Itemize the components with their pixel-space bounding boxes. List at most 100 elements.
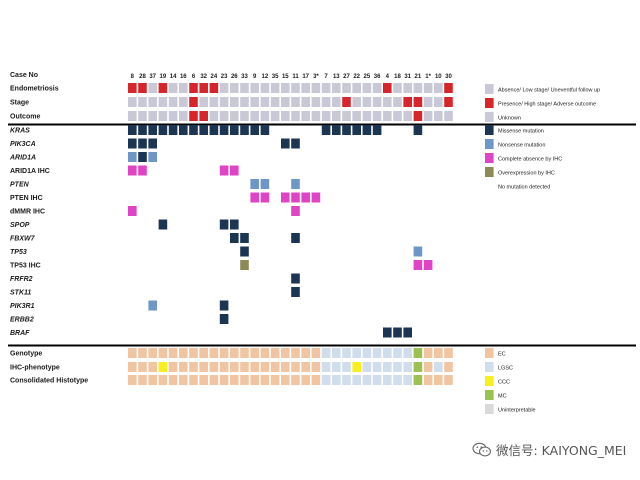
clinical-cell-stage-19 bbox=[158, 97, 168, 107]
histotype-cell-consolidated-histotype-22 bbox=[352, 375, 361, 385]
case-label-13: 13 bbox=[333, 74, 340, 80]
histotype-cell-ihc-phenotype-3star bbox=[311, 362, 321, 372]
histotype-cell-consolidated-histotype-31 bbox=[403, 375, 412, 385]
case-header-label: Case No bbox=[10, 72, 38, 79]
histotype-cell-consolidated-histotype-9 bbox=[250, 375, 259, 385]
gene-cell-arid1a-ihc-23 bbox=[219, 165, 229, 176]
histotype-cell-consolidated-histotype-12 bbox=[260, 375, 270, 385]
clinical-cell-outcome-31 bbox=[403, 111, 412, 121]
histotype-cell-ihc-phenotype-18 bbox=[393, 362, 402, 372]
gene-label-arid1a-ihc: ARID1A IHC bbox=[10, 168, 50, 175]
histotype-cell-genotype-32 bbox=[199, 348, 208, 358]
clinical-cell-outcome-24 bbox=[209, 111, 219, 121]
clinical-cell-outcome-32 bbox=[199, 111, 208, 121]
wechat-icon bbox=[472, 442, 492, 456]
legend-label-gene-missense-mutation: Missense mutation bbox=[498, 129, 544, 135]
clinical-cell-outcome-4 bbox=[383, 111, 392, 121]
legend-label-clinical-presence-high-stage-adverse-outcome: Presence/ High stage/ Adverse outcome bbox=[498, 102, 596, 108]
clinical-cell-outcome-22 bbox=[352, 111, 361, 121]
histotype-cell-genotype-10 bbox=[434, 348, 443, 358]
histotype-cell-genotype-14 bbox=[168, 348, 178, 358]
histotype-cell-consolidated-histotype-15 bbox=[281, 375, 290, 385]
gene-cell-tp53-ihc-21 bbox=[413, 260, 423, 270]
histotype-cell-genotype-35 bbox=[270, 348, 280, 358]
clinical-cell-endometriosis-11 bbox=[291, 83, 300, 93]
legend-swatch-histotype-uninterpretable bbox=[485, 404, 494, 414]
gene-label-tp53: TP53 bbox=[10, 249, 27, 256]
histotype-cell-genotype-15 bbox=[281, 348, 290, 358]
clinical-cell-stage-12 bbox=[260, 97, 270, 107]
clinical-cell-endometriosis-24 bbox=[209, 83, 219, 93]
clinical-cell-outcome-12 bbox=[260, 111, 270, 121]
histotype-cell-genotype-31 bbox=[403, 348, 412, 358]
clinical-cell-endometriosis-15 bbox=[281, 83, 290, 93]
gene-cell-arid1a-ihc-28 bbox=[138, 165, 147, 176]
case-label-7: 7 bbox=[324, 74, 328, 80]
histotype-cell-consolidated-histotype-28 bbox=[138, 375, 147, 385]
gene-cell-arid1a-8 bbox=[128, 152, 137, 162]
histotype-cell-genotype-24 bbox=[209, 348, 219, 358]
clinical-cell-endometriosis-7 bbox=[321, 83, 331, 93]
gene-cell-spop-23 bbox=[219, 219, 229, 230]
gene-cell-pik3ca-37 bbox=[148, 138, 157, 149]
clinical-cell-stage-1star bbox=[423, 97, 433, 107]
gene-cell-tp53-ihc-1star bbox=[423, 260, 433, 270]
case-label-15: 15 bbox=[282, 74, 289, 80]
clinical-label-outcome: Outcome bbox=[10, 114, 40, 121]
gene-label-pik3ca: PIK3CA bbox=[10, 141, 36, 148]
histotype-cell-ihc-phenotype-10 bbox=[434, 362, 443, 372]
legend-label-gene-overexpression-by-ihc: Overexpression by IHC bbox=[498, 171, 555, 177]
clinical-cell-outcome-8 bbox=[128, 111, 137, 121]
clinical-cell-stage-37 bbox=[148, 97, 157, 107]
histotype-cell-consolidated-histotype-10 bbox=[434, 375, 443, 385]
clinical-cell-stage-17 bbox=[301, 97, 310, 107]
legend-swatch-gene-nonsense-mutation bbox=[485, 139, 494, 149]
gene-cell-pten-ihc-17 bbox=[301, 192, 310, 203]
clinical-cell-endometriosis-21 bbox=[413, 83, 423, 93]
histotype-cell-ihc-phenotype-7 bbox=[321, 362, 331, 372]
gene-cell-erbb2-23 bbox=[219, 314, 229, 324]
clinical-label-endometriosis: Endometriosis bbox=[10, 86, 59, 93]
histotype-cell-ihc-phenotype-12 bbox=[260, 362, 270, 372]
histotype-label-ihc-phenotype: IHC-phenotype bbox=[10, 365, 60, 372]
watermark: 微信号: KAIYONG_MEI bbox=[472, 440, 626, 459]
case-label-18: 18 bbox=[394, 74, 401, 80]
gene-label-fbxw7: FBXW7 bbox=[10, 236, 36, 243]
case-label-16: 16 bbox=[180, 74, 187, 80]
gene-cell-kras-24 bbox=[209, 125, 219, 135]
gene-cell-fbxw7-33 bbox=[240, 233, 249, 243]
histotype-cell-ihc-phenotype-30 bbox=[444, 362, 453, 372]
gene-cell-pten-11 bbox=[291, 179, 300, 189]
gene-cell-arid1a-37 bbox=[148, 152, 157, 162]
gene-cell-braf-31 bbox=[403, 327, 412, 338]
clinical-cell-endometriosis-9 bbox=[250, 83, 259, 93]
clinical-cell-outcome-25 bbox=[362, 111, 372, 121]
histotype-cell-genotype-3star bbox=[311, 348, 321, 358]
histotype-cell-genotype-21 bbox=[413, 348, 423, 358]
legend-label-clinical-unknown: Unknown bbox=[498, 116, 521, 122]
clinical-cell-outcome-17 bbox=[301, 111, 310, 121]
histotype-cell-genotype-33 bbox=[240, 348, 249, 358]
clinical-cell-stage-30 bbox=[444, 97, 453, 107]
histotype-cell-consolidated-histotype-35 bbox=[270, 375, 280, 385]
histotype-cell-consolidated-histotype-4 bbox=[383, 375, 392, 385]
clinical-cell-endometriosis-6 bbox=[189, 83, 198, 93]
histotype-cell-genotype-36 bbox=[372, 348, 382, 358]
histotype-cell-genotype-18 bbox=[393, 348, 402, 358]
clinical-cell-endometriosis-30 bbox=[444, 83, 453, 93]
legend-swatch-clinical-absence-low-stage-uneventful-follow-up bbox=[485, 84, 494, 94]
clinical-cell-endometriosis-37 bbox=[148, 83, 157, 93]
legend-label-histotype-ccc: CCC bbox=[498, 380, 510, 386]
clinical-cell-outcome-16 bbox=[179, 111, 188, 121]
clinical-cell-stage-9 bbox=[250, 97, 259, 107]
clinical-cell-stage-21 bbox=[413, 97, 423, 107]
histotype-cell-ihc-phenotype-23 bbox=[219, 362, 229, 372]
case-label-14: 14 bbox=[170, 74, 177, 80]
histotype-cell-consolidated-histotype-26 bbox=[230, 375, 239, 385]
histotype-cell-consolidated-histotype-1star bbox=[423, 375, 433, 385]
clinical-cell-outcome-26 bbox=[230, 111, 239, 121]
gene-cell-kras-33 bbox=[240, 125, 249, 135]
gene-cell-tp53-33 bbox=[240, 246, 249, 257]
clinical-cell-outcome-37 bbox=[148, 111, 157, 121]
